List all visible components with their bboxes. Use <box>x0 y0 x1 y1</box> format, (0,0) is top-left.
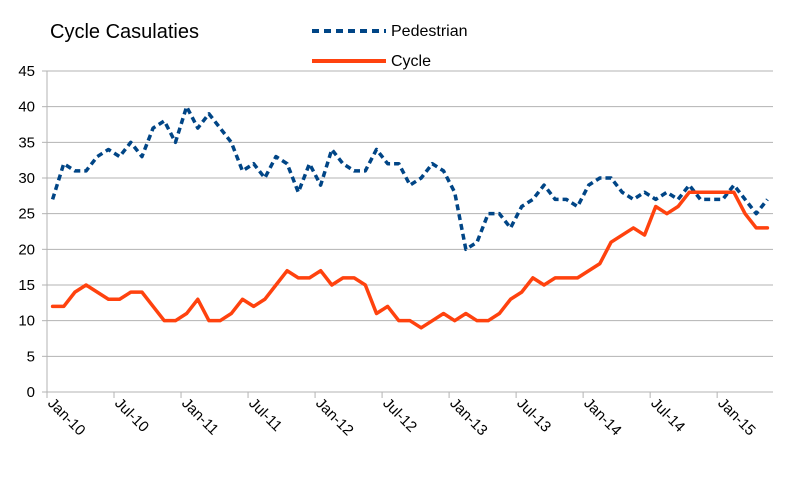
y-tick-label: 35 <box>18 134 35 151</box>
y-tick-label: 45 <box>18 63 35 80</box>
legend: Pedestrian Cycle <box>312 23 468 70</box>
y-tick-label: 5 <box>27 348 35 365</box>
y-tick-label: 20 <box>18 241 35 258</box>
series-line-cycle <box>50 190 770 330</box>
y-tick-label: 15 <box>18 277 35 294</box>
y-tick-label: 30 <box>18 170 35 187</box>
series-lines <box>50 104 770 330</box>
y-tick-label: 10 <box>18 313 35 330</box>
y-tick-label: 40 <box>18 99 35 116</box>
chart-title: Cycle Casulaties <box>50 21 199 43</box>
y-tick-label: 0 <box>27 384 35 401</box>
y-axis: 0 5 10 15 20 25 30 35 40 45 <box>18 63 773 401</box>
legend-label-cycle: Cycle <box>391 53 431 70</box>
series-line-pedestrian <box>50 104 769 252</box>
y-tick-label: 25 <box>18 206 35 223</box>
legend-label-pedestrian: Pedestrian <box>391 23 468 40</box>
